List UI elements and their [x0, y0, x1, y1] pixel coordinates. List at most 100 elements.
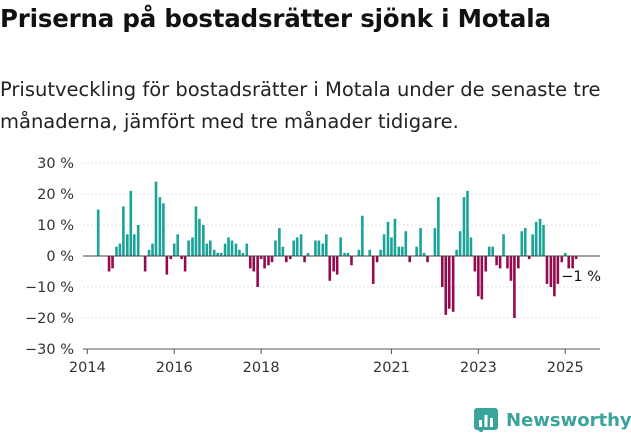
bar: [223, 243, 227, 256]
bars: [96, 181, 578, 318]
bar: [422, 252, 426, 256]
bar: [288, 256, 292, 260]
y-axis-ticks: 30 % 20 % 10 % 0 % −10 % −20 % −30 %: [25, 156, 74, 358]
bar: [328, 256, 332, 281]
bar: [386, 221, 390, 256]
bar: [571, 256, 574, 269]
bar: [248, 256, 252, 269]
bar: [227, 237, 230, 256]
bar: [401, 246, 404, 256]
bar: [343, 252, 346, 256]
bar: [390, 237, 393, 256]
bar: [487, 246, 491, 256]
y-tick-label: 0 %: [46, 249, 74, 265]
bar: [180, 256, 183, 260]
bar: [259, 256, 263, 260]
bar: [480, 256, 484, 300]
bar: [458, 231, 462, 256]
bar: [176, 234, 180, 256]
x-tick-label: 2025: [547, 360, 584, 376]
bar: [517, 256, 520, 269]
bar: [451, 256, 455, 312]
bar: [107, 256, 111, 272]
bar: [321, 243, 325, 256]
bar: [256, 256, 259, 287]
bar: [303, 256, 306, 263]
bar: [245, 243, 249, 256]
bar: [324, 234, 328, 256]
bar: [419, 228, 422, 256]
newsworthy-logo: Newsworthy: [474, 408, 631, 432]
bar-chart: 30 %20 %10 %0 %−10 %−20 %−30 % 2014 2016 2…: [25, 156, 601, 376]
bar: [534, 221, 538, 256]
x-tick-label: 2014: [69, 360, 106, 376]
bar: [267, 256, 270, 266]
brand-name: Newsworthy: [506, 409, 631, 431]
bar: [477, 256, 480, 297]
bar: [126, 234, 129, 256]
bar: [545, 256, 549, 284]
bar: [542, 225, 545, 256]
bar: [191, 237, 194, 256]
bar: [393, 218, 397, 256]
bar: [183, 256, 187, 272]
bar: [520, 231, 524, 256]
bar: [205, 243, 209, 256]
bar: [339, 237, 342, 256]
bar: [115, 246, 118, 256]
bar: [252, 256, 256, 272]
bar: [527, 256, 531, 260]
y-tick-label: 10 %: [37, 218, 74, 234]
bar: [538, 218, 542, 256]
chart-subtitle: Prisutveckling för bostadsrätter i Motal…: [0, 78, 601, 133]
y-tick-label: 30 %: [37, 156, 74, 172]
bar: [208, 240, 212, 256]
bar: [563, 252, 567, 256]
x-tick-label: 2023: [460, 360, 497, 376]
bar: [556, 256, 560, 284]
bar: [299, 234, 303, 256]
bar: [314, 240, 317, 256]
bar: [281, 246, 285, 256]
bar: [560, 256, 564, 263]
x-tick-label: 2016: [156, 360, 193, 376]
bar: [469, 237, 473, 256]
bar: [368, 249, 372, 256]
bar: [466, 190, 469, 256]
bar: [230, 240, 234, 256]
bar: [165, 256, 169, 275]
bar: [495, 256, 498, 266]
bar: [111, 256, 114, 269]
bar: [379, 249, 382, 256]
bar: [129, 190, 133, 256]
bar: [219, 252, 223, 256]
bar: [491, 246, 494, 256]
bar: [263, 256, 266, 269]
bar-chart-logo-icon: [474, 408, 498, 432]
y-tick-label: −30 %: [25, 342, 74, 358]
bar: [132, 234, 136, 256]
bar: [444, 256, 448, 315]
y-tick-label: 20 %: [37, 187, 74, 203]
x-tick-label: 2021: [373, 360, 410, 376]
bar: [292, 240, 296, 256]
bar: [408, 256, 412, 263]
bar: [523, 228, 527, 256]
bar: [194, 206, 198, 256]
bar: [574, 256, 578, 260]
bar: [462, 197, 466, 256]
bar: [498, 256, 502, 269]
bar: [198, 218, 201, 256]
bar: [172, 243, 176, 256]
y-tick-label: −10 %: [25, 280, 74, 296]
bar: [122, 206, 125, 256]
bar: [357, 249, 361, 256]
x-axis-ticks: 2014 2016 2018 2021 2023 2025: [69, 349, 584, 376]
bar: [382, 234, 386, 256]
bar: [549, 256, 553, 287]
bar: [371, 256, 375, 284]
bar: [270, 256, 274, 263]
bar: [241, 252, 245, 256]
bar: [118, 243, 122, 256]
bar: [317, 240, 321, 256]
